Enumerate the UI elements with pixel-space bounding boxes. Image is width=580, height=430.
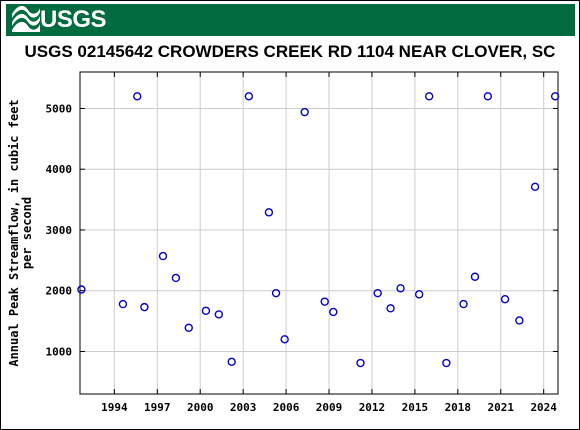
data-point xyxy=(320,297,329,306)
data-point xyxy=(530,182,540,192)
data-point xyxy=(515,316,524,325)
data-point xyxy=(459,299,468,309)
data-point xyxy=(414,290,424,299)
plot-area xyxy=(80,72,558,394)
data-point xyxy=(227,357,236,366)
data-point xyxy=(244,92,254,101)
data-point xyxy=(118,299,128,309)
data-point xyxy=(373,288,382,298)
data-point xyxy=(140,302,149,312)
data-point xyxy=(201,306,211,315)
usgs-banner: USGS xyxy=(6,4,575,36)
data-point xyxy=(470,272,480,281)
data-point xyxy=(214,310,224,319)
usgs-wave-logo-icon xyxy=(12,6,40,32)
data-point xyxy=(329,307,338,317)
y-tick-label: 1000 xyxy=(46,345,73,358)
data-point xyxy=(356,358,365,368)
data-point xyxy=(171,273,181,283)
data-point xyxy=(500,295,510,304)
x-tick-label: 1997 xyxy=(144,401,171,414)
data-point xyxy=(280,335,289,344)
x-tick-label: 2018 xyxy=(445,401,472,414)
data-point xyxy=(271,288,281,298)
x-tick-label: 2015 xyxy=(402,401,429,414)
data-point xyxy=(442,358,451,368)
y-axis-title-line: Annual Peak Streamflow, in cubic feet xyxy=(7,99,21,366)
data-point xyxy=(386,304,395,313)
x-tick-label: 2021 xyxy=(488,401,515,414)
data-point xyxy=(158,251,168,261)
data-point xyxy=(424,92,434,101)
data-point xyxy=(77,285,86,294)
plot-border xyxy=(79,71,559,395)
x-tick-label: 2009 xyxy=(316,401,343,414)
x-tick-label: 2003 xyxy=(230,401,257,414)
data-point xyxy=(300,107,309,117)
x-tick-label: 2024 xyxy=(530,401,557,414)
y-tick-label: 5000 xyxy=(46,102,73,115)
y-tick-label: 4000 xyxy=(46,163,73,176)
usgs-logo-text: USGS xyxy=(40,6,107,33)
x-tick-label: 2006 xyxy=(273,401,300,414)
x-tick-label: 2012 xyxy=(359,401,386,414)
data-point xyxy=(264,208,274,217)
y-axis-title-line: per second xyxy=(20,197,34,269)
data-point xyxy=(133,92,142,101)
data-point xyxy=(184,323,193,332)
data-point xyxy=(483,92,493,101)
data-point xyxy=(396,284,405,293)
x-tick-label: 2000 xyxy=(187,401,214,414)
x-tick-label: 1994 xyxy=(101,401,128,414)
data-point xyxy=(550,92,560,101)
chart-title: USGS 02145642 CROWDERS CREEK RD 1104 NEA… xyxy=(24,42,556,61)
y-tick-label: 3000 xyxy=(46,224,73,237)
y-tick-label: 2000 xyxy=(46,285,73,298)
